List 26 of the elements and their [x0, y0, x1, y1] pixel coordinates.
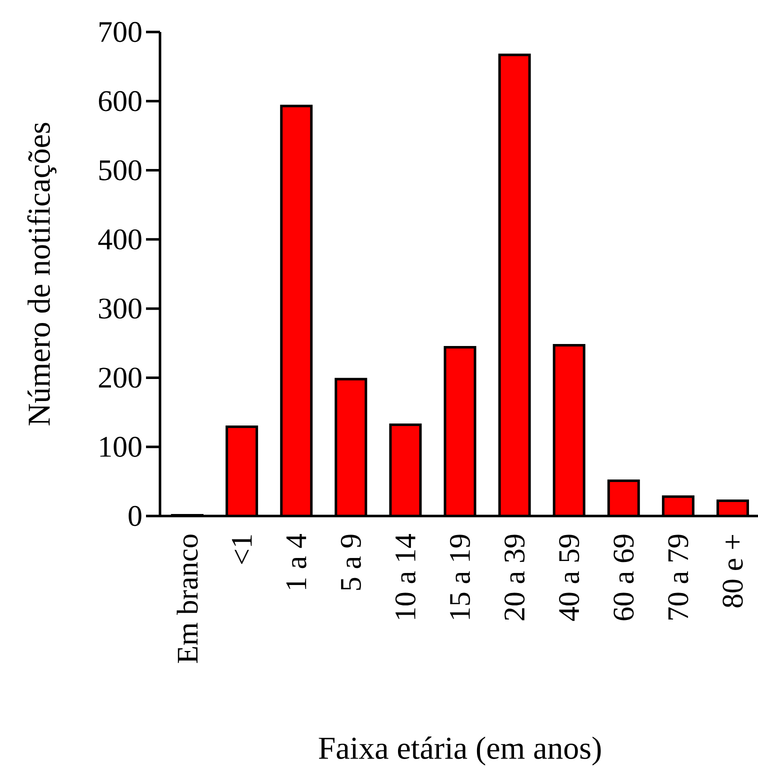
y-tick-label: 400 — [98, 229, 142, 250]
y-tick-label: 0 — [128, 506, 142, 526]
x-tick-label: 10 a 14 — [395, 534, 416, 619]
bar — [336, 379, 366, 516]
bar — [554, 345, 584, 516]
x-tick-label: 70 a 79 — [668, 534, 688, 620]
x-tick-label: 15 a 19 — [450, 534, 470, 619]
x-tick-label: 80 e + — [722, 534, 743, 608]
x-tick-label: 60 a 69 — [614, 534, 634, 620]
y-axis-title: Número de notificações — [27, 122, 56, 426]
x-tick-label: 40 a 59 — [559, 534, 580, 621]
bar — [500, 54, 530, 516]
bar — [445, 347, 476, 516]
y-tick-label: 300 — [99, 298, 142, 319]
x-axis-title: Faixa etária (em anos) — [318, 736, 601, 766]
y-tick-label: 200 — [98, 368, 142, 388]
y-tick-label: 600 — [98, 91, 142, 112]
y-tick-label: 500 — [99, 160, 142, 180]
x-tick-label: <1 — [232, 535, 252, 564]
y-tick-label: 700 — [100, 22, 142, 42]
x-tick-label: 1 a 4 — [286, 534, 306, 589]
bar — [281, 106, 312, 516]
x-tick-label: 5 a 9 — [340, 534, 361, 590]
y-tick-label: 100 — [100, 436, 142, 457]
x-tick-label: Em branco — [176, 534, 198, 663]
x-tick-label: 20 a 39 — [504, 534, 525, 620]
